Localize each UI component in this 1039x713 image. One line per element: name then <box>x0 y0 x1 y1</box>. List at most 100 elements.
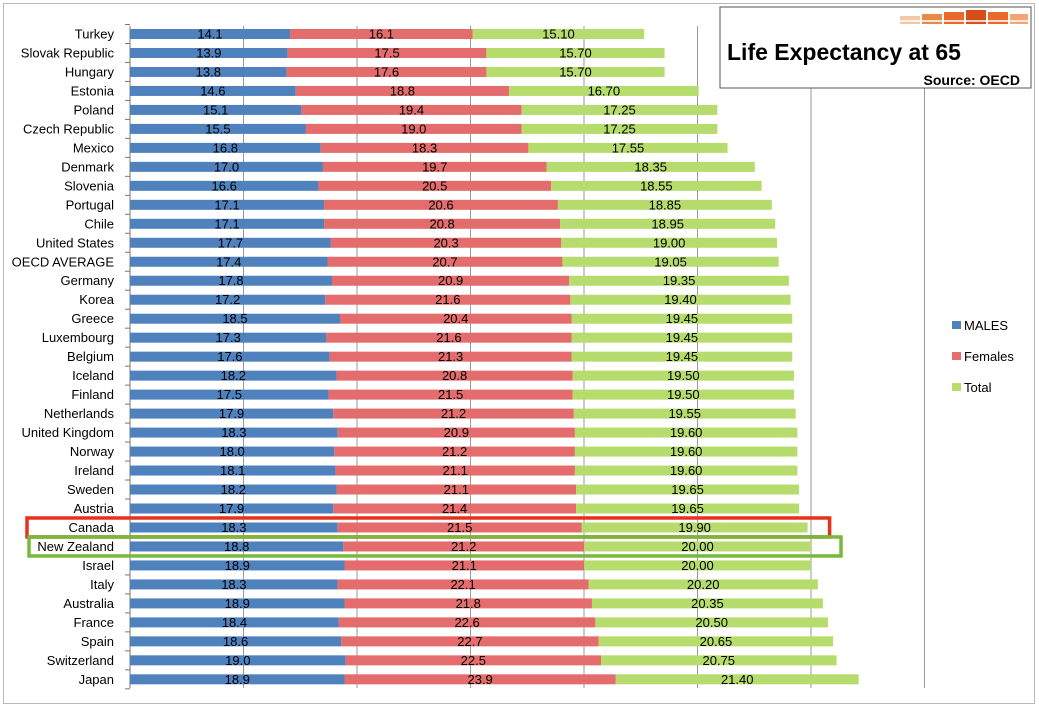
bar-females <box>333 503 577 514</box>
bar-males <box>130 180 319 191</box>
bar-males <box>130 123 306 134</box>
category-label: United States <box>36 235 115 250</box>
bar-total <box>521 123 718 134</box>
bar-males <box>130 29 291 39</box>
category-label: Israel <box>82 558 114 573</box>
category-label: Belgium <box>67 349 114 364</box>
bar-females <box>327 256 563 267</box>
data-label-females: 21.1 <box>452 558 477 573</box>
bar-females <box>322 161 547 172</box>
data-label-total: 20.75 <box>703 653 736 668</box>
bar-total <box>581 522 808 533</box>
data-label-total: 19.45 <box>666 349 699 364</box>
data-label-females: 21.6 <box>435 292 460 307</box>
bar-females <box>339 313 572 324</box>
bar-females <box>337 427 575 438</box>
data-label-females: 19.4 <box>399 102 424 117</box>
bar-females <box>320 142 529 153</box>
data-label-total: 19.90 <box>678 520 711 535</box>
category-label: Chile <box>84 216 114 231</box>
data-label-females: 16.1 <box>369 27 394 42</box>
data-label-total: 19.65 <box>671 482 704 497</box>
bar-males <box>130 465 336 476</box>
bar-total <box>584 560 811 571</box>
bars <box>130 29 859 685</box>
data-label-males: 18.3 <box>221 577 246 592</box>
data-label-females: 22.7 <box>457 634 482 649</box>
bar-males <box>130 47 288 58</box>
data-label-males: 18.9 <box>225 672 250 687</box>
category-label: Luxembourg <box>42 330 114 345</box>
data-label-males: 18.3 <box>221 425 246 440</box>
bar-total <box>598 636 834 647</box>
bar-total <box>591 598 823 609</box>
legend-swatch <box>952 352 961 360</box>
data-label-males: 14.1 <box>197 27 222 42</box>
data-label-total: 19.60 <box>670 425 703 440</box>
bar-females <box>333 408 574 419</box>
bar-females <box>329 351 572 362</box>
category-label: New Zealand <box>37 539 114 554</box>
category-label: Australia <box>63 596 114 611</box>
bar-total <box>521 104 718 115</box>
data-label-males: 17.9 <box>219 406 244 421</box>
bar-total <box>584 541 811 552</box>
data-label-males: 18.9 <box>225 596 250 611</box>
category-label: Switzerland <box>47 653 114 668</box>
bar-females <box>341 636 599 647</box>
category-label: Denmark <box>61 159 114 174</box>
bar-females <box>336 370 573 381</box>
data-label-total: 17.25 <box>603 102 636 117</box>
bar-total <box>572 370 794 381</box>
bar-females <box>337 522 582 533</box>
bar-females <box>325 294 571 305</box>
legend-label: Total <box>964 380 992 395</box>
bar-females <box>345 655 602 666</box>
bar-males <box>130 275 333 286</box>
data-label-males: 17.2 <box>215 292 240 307</box>
bar-males <box>130 351 330 362</box>
bar-males <box>130 655 346 666</box>
data-label-total: 19.05 <box>654 254 687 269</box>
data-label-females: 20.6 <box>428 197 453 212</box>
data-label-females: 22.1 <box>450 577 475 592</box>
bar-females <box>328 389 573 400</box>
data-label-males: 18.3 <box>221 520 246 535</box>
data-label-males: 15.1 <box>203 102 228 117</box>
data-label-females: 17.6 <box>374 64 399 79</box>
data-label-females: 21.3 <box>438 349 463 364</box>
bar-males <box>130 389 329 400</box>
data-label-males: 14.6 <box>200 83 225 98</box>
bar-total <box>546 161 755 172</box>
data-label-total: 19.60 <box>670 444 703 459</box>
category-label: Japan <box>79 672 114 687</box>
bar-females <box>286 66 487 77</box>
bar-males <box>130 294 326 305</box>
bar-males <box>130 142 321 153</box>
bar-females <box>330 237 562 248</box>
data-label-total: 15.70 <box>559 64 592 79</box>
data-label-total: 18.95 <box>651 216 684 231</box>
bar-females <box>335 465 575 476</box>
data-label-total: 18.85 <box>649 197 682 212</box>
bar-males <box>130 332 327 343</box>
data-label-total: 18.55 <box>640 178 673 193</box>
data-label-males: 18.8 <box>224 539 249 554</box>
bar-females <box>344 560 584 571</box>
bar-males <box>130 598 345 609</box>
category-label: United Kingdom <box>22 425 115 440</box>
category-label: Slovak Republic <box>21 45 115 60</box>
bar-males <box>130 161 323 172</box>
data-label-females: 21.4 <box>442 501 467 516</box>
bar-total <box>557 199 772 210</box>
bar-females <box>336 484 577 495</box>
data-label-males: 13.8 <box>196 64 221 79</box>
category-label: Mexico <box>73 140 114 155</box>
data-label-males: 17.3 <box>216 330 241 345</box>
data-label-females: 20.7 <box>432 254 457 269</box>
bar-total <box>576 503 800 514</box>
data-label-total: 20.00 <box>681 558 714 573</box>
bar-total <box>509 85 699 96</box>
category-label: Norway <box>70 444 115 459</box>
